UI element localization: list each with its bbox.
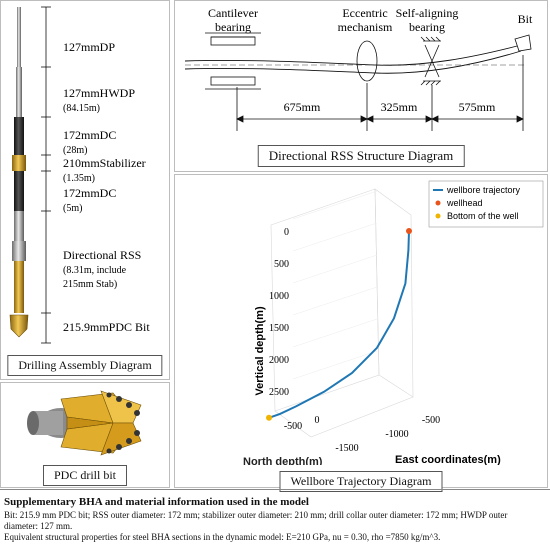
- z-tick-label: 1500: [269, 323, 289, 334]
- rss-stab: [12, 241, 26, 261]
- bha-label-dc1: 172mmDC: [63, 128, 116, 142]
- dimension-ticks: [41, 6, 51, 344]
- north-tick-label: 0: [315, 415, 320, 426]
- bha-label-dc2: 172mmDC: [63, 186, 116, 200]
- drilling-assembly-panel: 127mmDP 127mmHWDP (84.15m) 172mmDC (28m)…: [0, 0, 170, 380]
- east-tick-label: -500: [422, 415, 440, 426]
- trajectory-panel: wellbore trajectory wellhead Bottom of t…: [174, 174, 548, 492]
- bha-label-rss: Directional RSS: [63, 248, 141, 262]
- bottom-marker: [266, 414, 272, 421]
- trajectory-line: [268, 230, 410, 419]
- dim-575: 575mm: [459, 100, 496, 114]
- y-axis-label: East coordinates(m): [395, 454, 501, 465]
- self-aligning-label-2: bearing: [409, 20, 445, 34]
- grid-line: [292, 222, 378, 252]
- eccentric-label-1: Eccentric: [342, 6, 387, 20]
- drill-collar-2: [14, 171, 24, 211]
- self-aligning-label-1: Self-aligning: [396, 6, 459, 20]
- legend-trajectory: wellbore trajectory: [446, 185, 521, 195]
- grid-line: [292, 318, 378, 348]
- legend-wellhead: wellhead: [446, 198, 483, 208]
- z-tick-label: 500: [274, 259, 289, 270]
- info-title: Supplementary BHA and material informati…: [4, 496, 309, 508]
- z-tick-label: 2000: [269, 355, 289, 366]
- bha-sub-dc2: (5m): [63, 203, 82, 214]
- drill-pipe: [17, 7, 21, 67]
- eccentric-label-2: mechanism: [338, 20, 393, 34]
- rss-structure-caption: Directional RSS Structure Diagram: [257, 145, 465, 167]
- bit-shape: [514, 34, 532, 52]
- z-tick-label: 2500: [269, 387, 289, 398]
- bha-sub2-rss: 215mm Stab): [63, 279, 117, 290]
- bha-sub-stab: (1.35m): [63, 173, 95, 184]
- grid-line: [292, 350, 378, 380]
- eccentric-mechanism: [356, 40, 378, 82]
- legend-bottom: Bottom of the well: [447, 211, 519, 221]
- grid-line: [292, 254, 378, 284]
- grid-line: [292, 286, 378, 316]
- bha-sub-dc1: (28m): [63, 145, 87, 156]
- info-line-2: diameter: 127 mm.: [4, 521, 73, 531]
- info-line-3: Equivalent structural properties for ste…: [4, 532, 441, 542]
- bha-label-hwdp: 127mmHWDP: [63, 86, 135, 100]
- pdc-bit-image: [27, 390, 142, 456]
- rss-upper: [14, 211, 24, 241]
- bha-sub-hwdp: (84.15m): [63, 103, 100, 114]
- pdc-bit-small: [9, 314, 29, 338]
- info-line-1: Bit: 215.9 mm PDC bit; RSS outer diamete…: [4, 510, 508, 520]
- z-tick-label: 0: [284, 227, 289, 238]
- rss-body: [14, 261, 24, 313]
- north-tick-label: -500: [284, 421, 302, 432]
- self-aligning-bearing: [420, 36, 441, 86]
- bit-label: Bit: [518, 12, 533, 26]
- dim-675: 675mm: [284, 100, 321, 114]
- east-tick-label: -1000: [385, 429, 408, 440]
- grid-line: [292, 190, 378, 220]
- east-tick-label: -1500: [335, 443, 358, 454]
- trajectory-caption: Wellbore Trajectory Diagram: [279, 471, 443, 492]
- z-tick-label: 1000: [269, 291, 289, 302]
- drilling-assembly-figure: 127mmDP 127mmHWDP (84.15m) 172mmDC (28m)…: [9, 6, 150, 344]
- hwdp: [16, 67, 22, 117]
- bha-label-stab: 210mmStabilizer: [63, 156, 146, 170]
- pdc-bit-caption: PDC drill bit: [42, 465, 128, 486]
- legend: wellbore trajectory wellhead Bottom of t…: [428, 180, 544, 228]
- cantilever-label-1: Cantilever: [208, 6, 258, 20]
- info-box: Supplementary BHA and material informati…: [0, 489, 550, 554]
- rss-structure-figure: Cantilever bearing Eccentric mechanism S…: [184, 6, 533, 131]
- dim-325: 325mm: [381, 100, 418, 114]
- bha-label-dp: 127mmDP: [63, 40, 115, 54]
- z-axis-label: Vertical depth(m): [254, 306, 266, 396]
- wellhead-marker: [406, 228, 412, 234]
- rss-structure-panel: Cantilever bearing Eccentric mechanism S…: [174, 0, 548, 172]
- x-axis-label: North depth(m): [243, 456, 323, 465]
- plot-box: [270, 188, 414, 438]
- trajectory-chart: wellbore trajectory wellhead Bottom of t…: [243, 180, 544, 468]
- bha-sub-rss: (8.31m, include: [63, 265, 127, 276]
- drilling-assembly-caption: Drilling Assembly Diagram: [7, 355, 163, 376]
- cantilever-label-2: bearing: [215, 20, 251, 34]
- cantilever-bearing: [205, 32, 261, 90]
- bha-label-bit: 215.9mmPDC Bit: [63, 320, 150, 334]
- pdc-bit-panel: PDC drill bit: [0, 382, 170, 488]
- drill-collar-1: [14, 117, 24, 155]
- stabilizer: [12, 155, 26, 171]
